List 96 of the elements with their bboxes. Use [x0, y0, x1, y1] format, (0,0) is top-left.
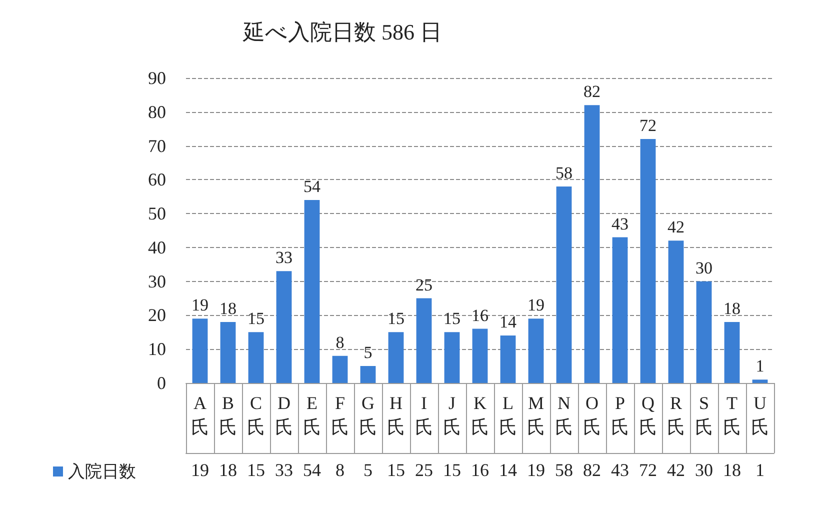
bar — [696, 281, 712, 383]
y-tick-label: 0 — [157, 373, 166, 393]
data-label: 30 — [695, 460, 713, 480]
data-label: 1 — [756, 460, 764, 480]
bar — [220, 322, 236, 383]
data-label: 15 — [387, 460, 405, 480]
x-tick-label: O氏 — [583, 393, 601, 437]
x-tick-label: J氏 — [443, 393, 461, 437]
text: 18 — [220, 299, 236, 318]
bar — [276, 271, 292, 383]
text: 58 — [556, 163, 572, 182]
x-tick-label: P氏 — [611, 393, 629, 437]
data-label: 72 — [639, 460, 657, 480]
data-label: 19 — [191, 460, 209, 480]
text: 42 — [668, 218, 684, 237]
x-tick-label: M氏 — [527, 393, 545, 437]
x-tick-label: R氏 — [667, 393, 685, 437]
text: 43 — [612, 214, 628, 234]
text: 25 — [416, 275, 432, 294]
data-label: 14 — [499, 460, 517, 480]
bar — [332, 356, 348, 383]
text: 8 — [336, 332, 344, 352]
bar — [556, 186, 572, 383]
x-tick-label: L氏 — [499, 393, 517, 437]
text: 72 — [640, 116, 656, 135]
x-tick-label: E氏 — [303, 393, 321, 437]
text: 1 — [756, 356, 764, 376]
bar — [752, 380, 768, 383]
bar — [472, 328, 488, 383]
data-label: 18 — [723, 460, 741, 480]
text: 15 — [388, 309, 404, 328]
x-tick-label: C氏 — [247, 393, 265, 437]
y-tick-label: 80 — [148, 102, 166, 122]
bar — [388, 332, 404, 383]
data-label: 19 — [527, 460, 545, 480]
y-tick-label: 50 — [148, 204, 166, 224]
text: 15 — [444, 309, 460, 328]
data-label: 5 — [364, 460, 372, 480]
y-tick-label: 30 — [148, 271, 166, 292]
text: 82 — [584, 82, 600, 102]
data-label: 15 — [443, 460, 461, 480]
bar — [640, 139, 656, 383]
x-tick-label: S氏 — [695, 393, 713, 437]
x-tick-label: T氏 — [723, 393, 741, 437]
data-label: 42 — [667, 460, 685, 480]
y-tick-label: 10 — [148, 339, 166, 360]
bar — [304, 200, 320, 383]
y-tick-label: 90 — [148, 68, 166, 88]
bar — [500, 336, 516, 383]
data-label: 43 — [611, 460, 629, 480]
data-label: 33 — [275, 460, 293, 480]
text: 16 — [472, 306, 488, 325]
bar — [668, 240, 684, 383]
bar — [416, 298, 432, 383]
bar — [724, 322, 740, 383]
y-tick-label: 40 — [148, 237, 166, 258]
bar — [528, 318, 544, 383]
bar — [248, 332, 264, 383]
text: 19 — [528, 296, 544, 315]
y-tick-label: 20 — [148, 305, 166, 326]
x-tick-label: I氏 — [415, 393, 433, 437]
data-label: 82 — [583, 460, 601, 480]
chart-title: 延べ入院日数 586 日 — [242, 20, 442, 44]
x-tick-label: K氏 — [471, 393, 489, 437]
bar — [612, 237, 628, 383]
x-tick-label: U氏 — [751, 393, 769, 437]
data-label: 16 — [471, 460, 489, 480]
text: 18 — [724, 299, 740, 318]
x-tick-label: F氏 — [331, 393, 349, 437]
data-label: 8 — [336, 460, 344, 480]
legend-label: 入院日数 — [68, 462, 136, 481]
text: 19 — [192, 296, 208, 315]
x-tick-label: Q氏 — [639, 393, 657, 437]
text: 33 — [276, 248, 292, 268]
x-tick-label: N氏 — [555, 393, 573, 437]
y-tick-label: 70 — [148, 136, 166, 156]
data-label: 54 — [303, 460, 321, 480]
x-tick-label: B氏 — [219, 393, 237, 437]
data-label: 18 — [219, 460, 237, 480]
data-label: 25 — [415, 460, 433, 480]
bar — [360, 366, 376, 383]
text: 15 — [248, 309, 264, 328]
text: 5 — [364, 343, 372, 362]
text: 54 — [304, 177, 320, 196]
data-label: 15 — [247, 460, 265, 480]
text: 14 — [500, 312, 516, 332]
bar — [584, 105, 600, 383]
x-tick-label: H氏 — [387, 393, 405, 437]
x-tick-label: G氏 — [359, 393, 377, 437]
x-tick-label: A氏 — [191, 393, 209, 437]
y-tick-label: 60 — [148, 170, 166, 190]
x-tick-label: D氏 — [275, 393, 293, 437]
data-label: 58 — [555, 460, 573, 480]
text: 30 — [696, 258, 712, 278]
bar — [444, 332, 460, 383]
bar — [192, 318, 208, 383]
